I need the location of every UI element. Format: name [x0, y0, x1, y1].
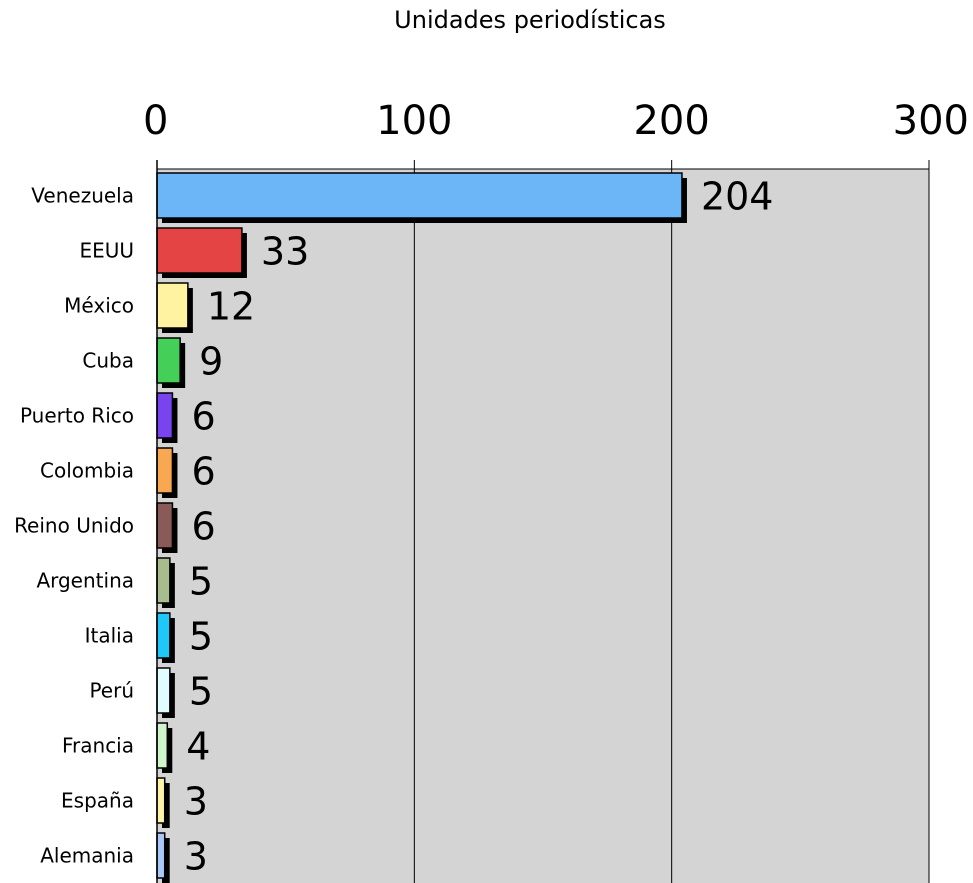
- bar-reino-unido: [156, 502, 174, 549]
- bar-alemania: [156, 832, 166, 879]
- category-label-per-: Perú: [89, 679, 134, 703]
- category-label-argentina: Argentina: [36, 569, 134, 593]
- value-label-m-xico: 12: [207, 285, 255, 329]
- category-label-italia: Italia: [85, 624, 134, 648]
- category-label-reino-unido: Reino Unido: [14, 514, 134, 538]
- value-label-eeuu: 33: [261, 230, 309, 274]
- category-label-eeuu: EEUU: [79, 239, 134, 263]
- value-label-reino-unido: 6: [191, 505, 215, 549]
- bar-shadow-espa-a: [162, 783, 170, 828]
- bar-eeuu: [156, 227, 243, 274]
- bar-venezuela: [156, 172, 683, 219]
- x-tick-label-300: 300: [893, 98, 969, 144]
- bar-francia: [156, 722, 169, 769]
- value-label-puerto-rico: 6: [191, 395, 215, 439]
- value-label-argentina: 5: [189, 560, 213, 604]
- bar-m-xico: [156, 282, 189, 329]
- bar-puerto-rico: [156, 392, 174, 439]
- bar-argentina: [156, 557, 171, 604]
- bar-colombia: [156, 447, 174, 494]
- x-tick-label-100: 100: [376, 98, 452, 144]
- value-label-cuba: 9: [199, 340, 223, 384]
- x-tick-label-200: 200: [633, 98, 709, 144]
- category-label-m-xico: México: [64, 294, 134, 318]
- category-label-alemania: Alemania: [40, 844, 134, 868]
- value-label-alemania: 3: [184, 835, 208, 879]
- category-label-puerto-rico: Puerto Rico: [20, 404, 134, 428]
- category-label-francia: Francia: [62, 734, 134, 758]
- category-label-colombia: Colombia: [40, 459, 134, 483]
- bar-cuba: [156, 337, 181, 384]
- bar-per-: [156, 667, 171, 714]
- bar-italia: [156, 612, 171, 659]
- bar-shadow-alemania: [162, 838, 170, 883]
- value-label-per-: 5: [189, 670, 213, 714]
- value-label-venezuela: 204: [701, 175, 774, 219]
- chart-title: Unidades periodísticas: [394, 6, 666, 34]
- value-label-colombia: 6: [191, 450, 215, 494]
- value-label-italia: 5: [189, 615, 213, 659]
- plot-area: [157, 169, 929, 883]
- category-label-cuba: Cuba: [82, 349, 134, 373]
- x-tick-label-0: 0: [143, 98, 168, 144]
- category-label-espa-a: España: [61, 789, 134, 813]
- value-label-francia: 4: [186, 725, 210, 769]
- bar-espa-a: [156, 777, 166, 824]
- category-label-venezuela: Venezuela: [31, 184, 134, 208]
- value-label-espa-a: 3: [184, 780, 208, 824]
